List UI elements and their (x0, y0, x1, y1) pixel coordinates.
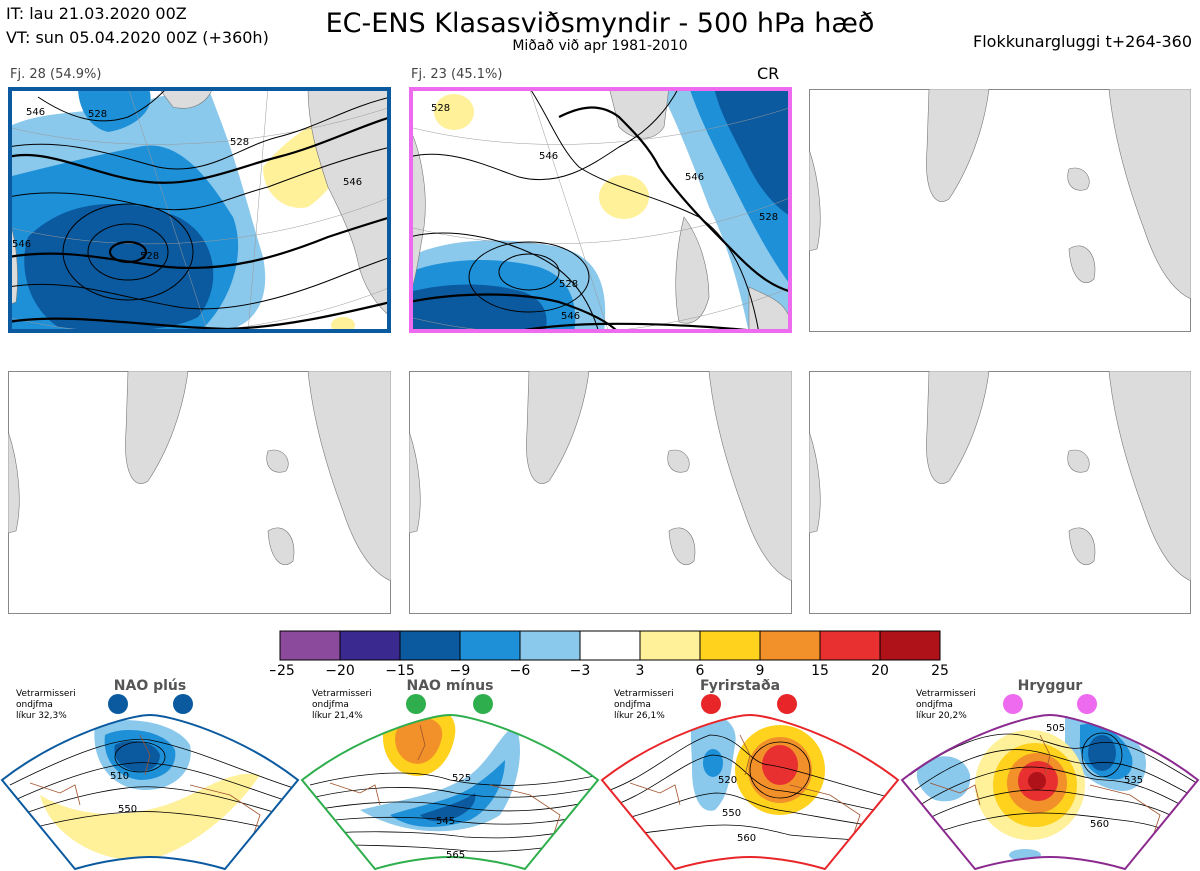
regime-1-dot-1 (108, 694, 128, 714)
initial-time: IT: lau 21.03.2020 00Z (6, 4, 187, 23)
colorbar-cell (819, 630, 881, 661)
cluster-1-border (8, 87, 391, 333)
colorbar-tick-label: 3 (636, 663, 645, 676)
regime-1-centroid: ondjfma (16, 700, 53, 710)
chart-subtitle: Miðað við apr 1981-2010 (512, 38, 688, 54)
regime-2-likelihood: líkur 21,4% (312, 711, 363, 721)
colorbar-tick-label: 6 (696, 663, 705, 676)
regime-nao-minus: NAO mínus Vetrarmisseri ondjfma líkur 21… (300, 678, 600, 871)
colorbar-cell (879, 630, 941, 661)
regime-2-contour-3: 565 (446, 850, 465, 861)
cluster-2-label: Fj. 23 (45.1%) (411, 67, 503, 82)
regime-4-dot-1 (1003, 694, 1023, 714)
regime-3-season: Vetrarmisseri (614, 689, 674, 699)
colorbar-cell (759, 630, 821, 661)
colorbar-tick-label: −25 (270, 663, 295, 676)
regime-3-centroid: ondjfma (614, 700, 651, 710)
cluster-2-border (409, 87, 792, 333)
p1-contour-label-4: 546 (343, 177, 362, 188)
regime-1-likelihood: líkur 32,3% (16, 711, 67, 721)
colorbar-tick-label: −15 (385, 663, 415, 676)
regime-4-centroid: ondjfma (916, 700, 953, 710)
cluster-2-tag: CR (757, 64, 780, 83)
p1-contour-label-1: 546 (26, 107, 45, 118)
empty-map-6 (809, 371, 1191, 614)
cluster-2-map: 528 546 546 528 528 546 (409, 87, 792, 333)
colorbar-tick-label: −9 (450, 663, 471, 676)
p1-contour-label-5: 546 (12, 239, 31, 250)
regime-3-dot-2 (777, 694, 797, 714)
regime-3-name: Fyrirstaða (700, 678, 780, 694)
p2-contour-label-3: 546 (685, 172, 704, 183)
regime-2-dot-1 (406, 694, 426, 714)
regime-2-dot-2 (473, 694, 493, 714)
regime-2-border (300, 713, 600, 871)
regime-4-contour-1: 505 (1046, 723, 1065, 734)
chart-title: EC-ENS Klasasviðsmyndir - 500 hPa hæð (325, 8, 875, 39)
regime-3-contour-3: 560 (737, 833, 756, 844)
regime-1-contour-2: 550 (118, 804, 137, 815)
colorbar-tick-label: −3 (570, 663, 591, 676)
cluster-window-label: Flokkunargluggi t+264-360 (973, 32, 1192, 51)
colorbar-tick-label: 25 (931, 663, 949, 676)
p1-contour-label-2: 528 (88, 109, 107, 120)
colorbar-tick-label: −20 (325, 663, 355, 676)
regime-2-name: NAO mínus (407, 678, 494, 694)
regime-4-name: Hryggur (1018, 678, 1083, 694)
empty-map-4 (8, 371, 391, 614)
regime-4-season: Vetrarmisseri (916, 689, 976, 699)
regime-2-contour-2: 545 (436, 816, 455, 827)
regime-1-border (0, 713, 300, 871)
regime-4-contour-2: 535 (1124, 775, 1143, 786)
regime-1-season: Vetrarmisseri (16, 689, 76, 699)
regime-nao-plus: NAO plús Vetrarmisseri ondjfma líkur 32,… (0, 678, 300, 871)
colorbar-tick-label: 20 (871, 663, 889, 676)
regime-3-contour-1: 520 (718, 775, 737, 786)
regime-4-likelihood: líkur 20,2% (916, 711, 967, 721)
p2-contour-label-5: 528 (559, 279, 578, 290)
empty-map-3 (809, 89, 1191, 332)
p2-contour-label-1: 528 (431, 103, 450, 114)
colorbar-tick-label: −6 (510, 663, 531, 676)
colorbar-cell (339, 630, 401, 661)
empty-map-5 (409, 371, 792, 614)
colorbar-tick-label: 15 (811, 663, 829, 676)
p1-contour-label-3: 528 (230, 137, 249, 148)
regime-2-season: Vetrarmisseri (312, 689, 372, 699)
colorbar-cell (519, 630, 581, 661)
colorbar-tick-label: 9 (756, 663, 765, 676)
regime-2-centroid: ondjfma (312, 700, 349, 710)
regime-3-likelihood: líkur 26,1% (614, 711, 665, 721)
colorbar-cell (579, 630, 641, 661)
regime-4-border (900, 713, 1200, 871)
colorbar-cell (699, 630, 761, 661)
colorbar-cell (459, 630, 521, 661)
regime-4-contour-3: 560 (1090, 819, 1109, 830)
colorbar: −25 −20 −15 −9 −6 −3 3 6 9 15 20 25 (270, 630, 949, 676)
p2-contour-label-2: 546 (539, 151, 558, 162)
cluster-1-map: 546 528 528 546 546 528 (8, 87, 391, 333)
p1-contour-label-6: 528 (140, 251, 159, 262)
cluster-1-label: Fj. 28 (54.9%) (10, 67, 102, 82)
regime-1-dot-2 (173, 694, 193, 714)
regime-1-contour-1: 510 (110, 771, 129, 782)
colorbar-cell (279, 630, 341, 661)
regime-2-contour-1: 525 (452, 773, 471, 784)
colorbar-cell (639, 630, 701, 661)
regime-1-name: NAO plús (114, 678, 186, 694)
regime-3-dot-1 (701, 694, 721, 714)
regime-4-dot-2 (1077, 694, 1097, 714)
regime-3-contour-2: 550 (722, 808, 741, 819)
regime-3-border (600, 713, 900, 871)
regime-hryggur: Hryggur Vetrarmisseri ondjfma líkur 20,2… (900, 678, 1200, 871)
regime-fyrirstada: Fyrirstaða Vetrarmisseri ondjfma líkur 2… (600, 678, 900, 871)
colorbar-cell (399, 630, 461, 661)
valid-time: VT: sun 05.04.2020 00Z (+360h) (6, 28, 269, 47)
p2-contour-label-4: 528 (759, 212, 778, 223)
p2-contour-label-6: 546 (561, 311, 580, 322)
